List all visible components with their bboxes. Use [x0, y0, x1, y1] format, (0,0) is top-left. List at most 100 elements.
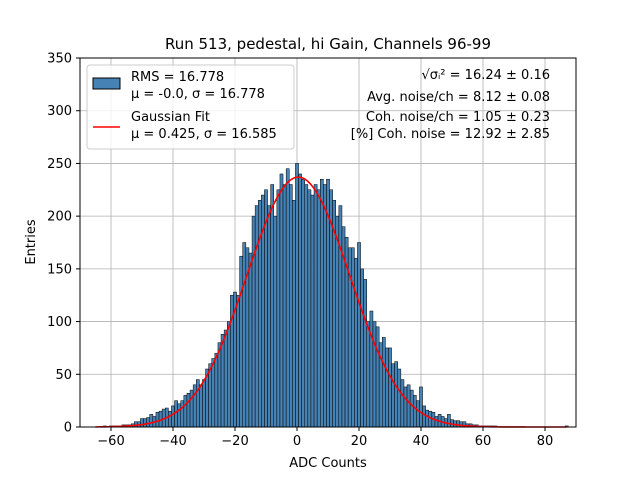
histogram-bar [202, 379, 206, 428]
histogram-bar [177, 403, 181, 428]
histogram-bar [313, 184, 318, 428]
histogram-bar [391, 363, 395, 428]
annotation-coh-noise: Coh. noise/ch = 1.05 ± 0.23 [366, 110, 550, 125]
histogram-bar [199, 384, 203, 428]
histogram-bar [357, 242, 361, 428]
annotation-sigma: √σᵢ² = 16.24 ± 0.16 [421, 68, 550, 83]
histogram-bar [409, 389, 414, 428]
chart-title: Run 513, pedestal, hi Gain, Channels 96-… [165, 35, 491, 53]
x-tick-label: −20 [221, 434, 248, 449]
histogram-bar [254, 205, 259, 428]
histogram-bar [385, 347, 389, 428]
histogram-bar [316, 189, 321, 428]
histogram-bar [211, 358, 216, 428]
histogram-bar [382, 337, 386, 428]
histogram-bar [149, 414, 154, 428]
histogram-bar [242, 242, 247, 428]
legend-box [86, 64, 295, 150]
histogram-bar [180, 400, 185, 428]
histogram-bar [295, 163, 299, 428]
histogram-bar [227, 321, 231, 428]
histogram-bar [354, 258, 358, 428]
histogram-bar [276, 189, 281, 428]
histogram-bar [251, 215, 256, 428]
histogram-bar [146, 417, 150, 428]
histogram-bar [419, 386, 423, 428]
histogram-bar [217, 342, 222, 428]
histogram-bar [168, 410, 172, 428]
histogram-bar [366, 321, 371, 428]
y-tick-label: 200 [47, 210, 72, 225]
histogram-bar [360, 268, 364, 428]
plot-frame [79, 57, 577, 428]
histogram-bar [214, 352, 219, 428]
histogram-bars [103, 163, 569, 428]
histogram-bar [307, 189, 312, 428]
histogram-bar [285, 168, 290, 428]
histogram-bar [183, 395, 188, 428]
histogram-bar [394, 361, 398, 428]
histogram-bar [335, 215, 340, 428]
histogram-bar [363, 279, 367, 428]
annotation-avg-noise: Avg. noise/ch = 8.12 ± 0.08 [367, 90, 550, 105]
x-tick-label: −60 [97, 434, 124, 449]
histogram-bar [223, 329, 228, 428]
x-axis-title: ADC Counts [289, 456, 367, 471]
legend-label-histogram: RMS = 16.778 [131, 70, 224, 85]
histogram-bar [434, 416, 439, 428]
histogram-bar [400, 379, 405, 428]
histogram-bar [422, 405, 426, 428]
histogram-bar [273, 215, 278, 428]
y-tick-label: 250 [47, 157, 72, 172]
histogram-bar [279, 173, 284, 428]
x-axis: −60 −40 −20 0 20 40 60 80 [97, 427, 553, 449]
x-tick-label: 80 [537, 434, 554, 449]
histogram-bar [456, 420, 460, 428]
histogram-bar [338, 205, 343, 428]
histogram-bar [298, 173, 302, 428]
histogram-bar [301, 178, 305, 428]
annotation-coh-noise-percent: [%] Coh. noise = 12.92 ± 2.85 [351, 127, 550, 142]
histogram-bar [292, 200, 296, 428]
histogram-bar [289, 184, 293, 428]
legend: RMS = 16.778 μ = -0.0, σ = 16.778 Gaussi… [86, 64, 295, 150]
histogram-bar [304, 184, 309, 428]
histogram-bar [413, 395, 417, 428]
histogram-bar [220, 333, 225, 428]
y-tick-label: 150 [47, 262, 72, 277]
histogram-bar [248, 252, 253, 428]
histogram-bar [388, 347, 392, 428]
histogram-bar [171, 405, 175, 428]
histogram-bar [320, 178, 324, 428]
y-tick-label: 0 [64, 421, 72, 436]
histogram-bar [403, 386, 408, 428]
y-tick-label: 100 [47, 315, 72, 330]
histogram-bar [323, 184, 327, 428]
histogram-bar [447, 414, 451, 428]
x-tick-label: 60 [475, 434, 492, 449]
histogram-bar [282, 184, 287, 428]
histogram-bar [397, 368, 402, 428]
histogram-bar [155, 411, 160, 428]
histogram-bar [239, 255, 243, 428]
histogram-bar [406, 384, 411, 428]
x-tick-label: 0 [293, 434, 301, 449]
histogram-bar [425, 409, 429, 428]
histogram-bar [192, 384, 197, 428]
histogram-bar [372, 321, 377, 428]
histogram-bar [236, 294, 240, 428]
histogram-bar [186, 393, 191, 428]
y-tick-label: 350 [47, 52, 72, 67]
y-axis-title: Entries [24, 219, 39, 265]
y-tick-label: 300 [47, 104, 72, 119]
histogram-bar [267, 205, 271, 428]
y-tick-label: 50 [55, 368, 72, 383]
histogram-bar [143, 418, 147, 428]
legend-label-histogram-stats: μ = -0.0, σ = 16.778 [131, 87, 265, 102]
x-tick-label: −40 [159, 434, 186, 449]
histogram-bar [416, 400, 420, 428]
histogram-bar [270, 184, 274, 428]
histogram-bar [140, 418, 144, 428]
legend-label-fit-stats: μ = 0.425, σ = 16.585 [131, 127, 277, 142]
